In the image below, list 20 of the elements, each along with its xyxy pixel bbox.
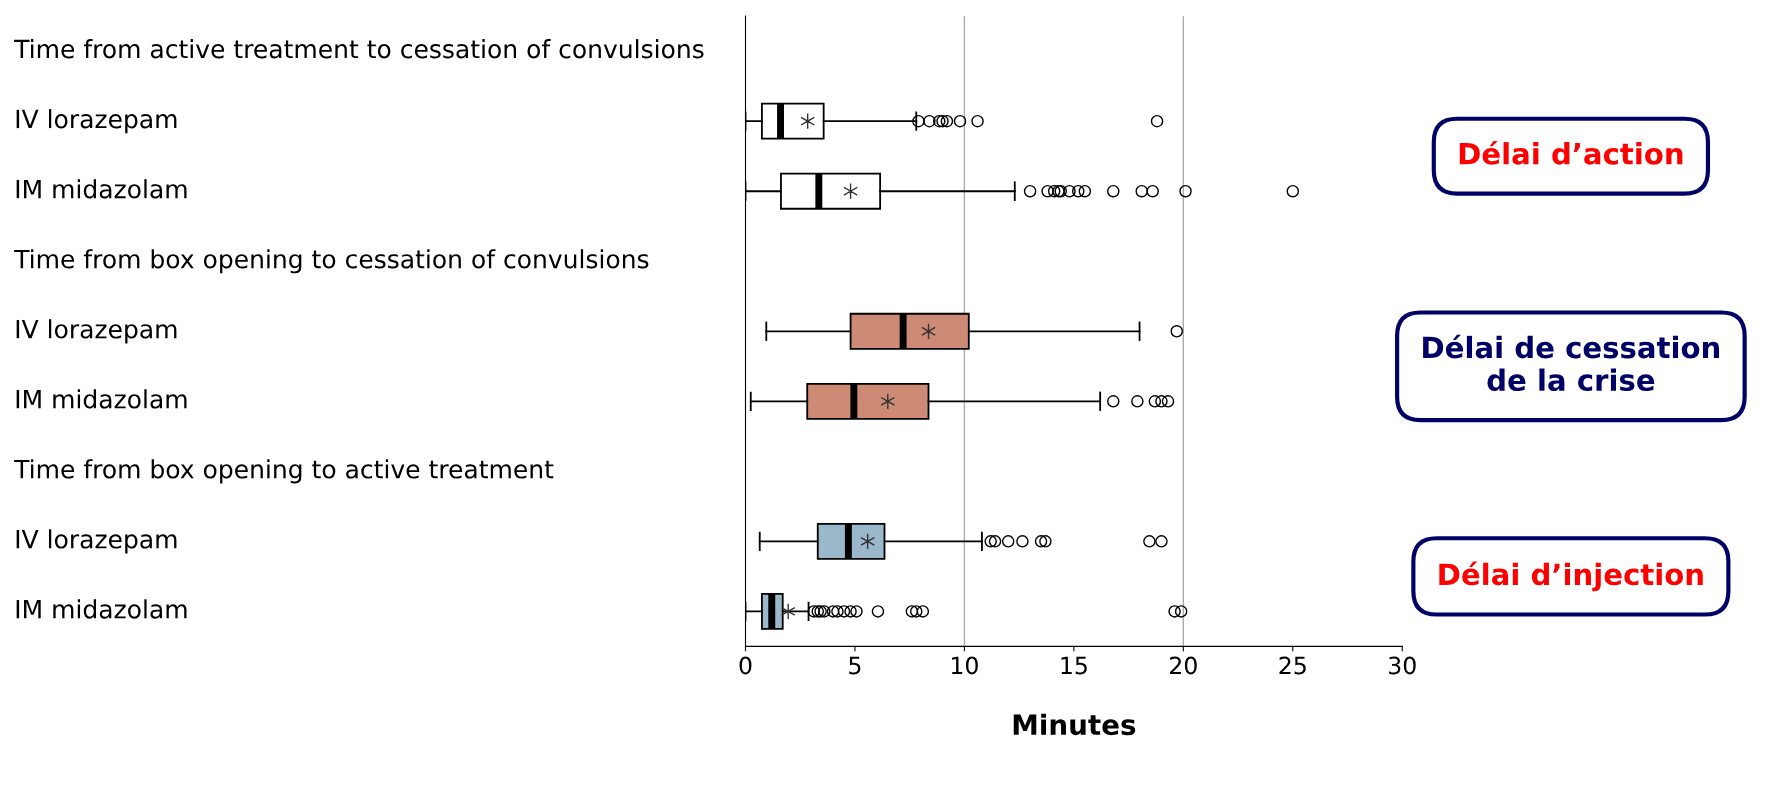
y-tick-label: IV lorazepam [16, 529, 177, 554]
y-tick-label: IM midazolam [16, 389, 187, 409]
y-tick-label: IV lorazepam [16, 109, 177, 134]
x-tick-label: 10 [951, 656, 978, 675]
y-tick-label: Time from box opening to cessation of convulsions [14, 249, 649, 274]
y-tick-label: Time from box opening to active treatment [14, 459, 554, 484]
text: Délai d’action [1459, 140, 1683, 165]
x-tick-label: 15 [1061, 656, 1087, 675]
text: Délai de cessation de la crise [1423, 334, 1720, 392]
x-tick-label: 0 [739, 656, 752, 675]
y-tick-label: Time from active treatment to cessation of convulsions [14, 39, 704, 59]
x-tick-label: 25 [1279, 656, 1306, 675]
y-tick-label: IM midazolam [16, 599, 187, 619]
x-axis-title: Minutes [1013, 713, 1136, 736]
y-tick-label: IV lorazepam [16, 319, 177, 344]
x-tick-label: 20 [1170, 656, 1197, 675]
x-tick-label: 30 [1389, 656, 1416, 675]
text: Délai d’injection [1439, 561, 1703, 592]
y-tick-label: IM midazolam [16, 179, 187, 199]
x-tick-label: 5 [849, 656, 861, 675]
